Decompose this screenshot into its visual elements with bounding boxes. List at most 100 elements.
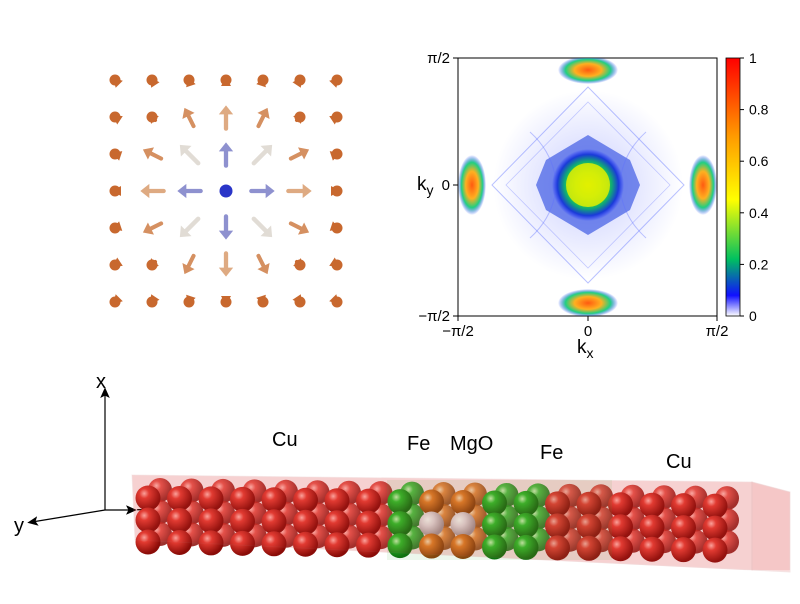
layer-label-mgo: MgO: [450, 433, 493, 455]
spin-arrow: [288, 221, 310, 235]
spin-core-dot: [219, 184, 233, 198]
atom-cu: [261, 487, 287, 513]
atom-cu: [545, 535, 570, 561]
spin-arrow: [331, 185, 343, 197]
atom-cu: [576, 491, 602, 517]
atom-mg: [419, 489, 444, 515]
atom-lattice: [135, 478, 739, 563]
atom-cu: [356, 510, 381, 536]
colorbar-tick-label: 1: [749, 50, 757, 66]
spin-arrow: [249, 183, 275, 199]
atom-fe: [387, 489, 413, 515]
spin-arrow: [329, 148, 343, 161]
spin-arrow: [140, 183, 166, 199]
spin-arrow: [256, 107, 270, 129]
spin-arrow: [329, 74, 343, 88]
atom-mg: [450, 534, 476, 559]
colorbar-tick-label: 0.8: [749, 102, 769, 118]
atom-cu: [639, 492, 665, 518]
spin-arrow: [146, 74, 160, 88]
spin-arrow: [109, 148, 123, 161]
spin-arrow: [256, 294, 269, 308]
colorbar-tick-label: 0.4: [749, 205, 769, 221]
spin-arrow: [218, 214, 234, 240]
atom-cu: [576, 535, 602, 561]
y-tick-min: −π/2: [418, 308, 450, 325]
spin-arrow: [251, 144, 273, 166]
atom-fe: [513, 490, 539, 516]
atom-cu: [167, 529, 192, 555]
atom-cu: [545, 513, 570, 539]
atom-cu: [356, 532, 381, 558]
spin-arrow: [218, 105, 234, 131]
spin-arrow: [179, 144, 201, 166]
atom-fe: [513, 512, 539, 538]
spin-arrow: [146, 258, 159, 271]
atom-cu: [702, 493, 728, 519]
y-axis-arrow: [27, 509, 106, 526]
x-tick-zero: 0: [584, 323, 592, 340]
atom-cu: [293, 487, 318, 513]
atom-mg: [450, 512, 476, 537]
colorbar-tick-label: 0.2: [749, 256, 769, 272]
spin-arrow: [329, 257, 343, 271]
atom-cu: [230, 530, 255, 556]
atom-cu: [230, 486, 255, 512]
atom-cu: [702, 537, 728, 563]
colorbar-tick-label: 0: [749, 308, 757, 324]
spin-arrow: [182, 107, 196, 129]
atom-cu: [608, 492, 633, 518]
atom-fe: [387, 533, 413, 559]
spin-arrow: [177, 183, 203, 199]
spin-texture-panel: [90, 55, 360, 325]
atom-cu: [639, 536, 665, 562]
spin-arrow: [329, 294, 343, 308]
y-tick-max: π/2: [427, 50, 450, 67]
atom-fe: [513, 534, 539, 560]
atom-cu: [293, 509, 318, 535]
atom-cu: [324, 510, 350, 536]
atom-cu: [671, 515, 696, 541]
atom-cu: [702, 515, 728, 541]
atom-mg: [450, 490, 476, 515]
atom-mg: [419, 533, 444, 559]
atom-mg: [419, 511, 444, 537]
atom-cu: [198, 508, 224, 534]
atom-cu: [356, 488, 381, 514]
colorbar: [725, 57, 741, 317]
spin-arrow: [142, 147, 164, 161]
atom-cu: [671, 493, 696, 519]
spin-arrow: [293, 111, 306, 124]
spin-arrow: [218, 142, 234, 168]
spin-arrow: [109, 257, 123, 271]
junction-panel: x y z Cu Fe MgO Fe Cu: [0, 360, 800, 599]
spin-arrow: [109, 111, 123, 125]
transmission-map: −π/2 0 π/2 π/2 0 −π/2 kx ky 1 0.8 0.6 0.4 0.…: [417, 50, 769, 361]
spin-arrow: [220, 74, 232, 86]
coordinate-axes: x y z: [14, 371, 146, 537]
barrier-region: [387, 480, 612, 560]
spin-arrow: [146, 294, 160, 308]
atom-fe: [482, 490, 507, 516]
atom-cu: [135, 485, 161, 511]
transmission-map-panel: −π/2 0 π/2 π/2 0 −π/2 kx ky 1 0.8 0.6 0.4 0.…: [400, 40, 800, 361]
spin-arrow: [109, 74, 123, 88]
atom-cu: [671, 537, 696, 563]
spin-arrow: [256, 74, 269, 88]
atom-cu: [198, 486, 224, 512]
layer-label-cu-left: Cu: [272, 429, 298, 451]
atom-cu: [261, 531, 287, 557]
spin-arrow: [218, 251, 234, 277]
layer-label-fe-right: Fe: [540, 442, 563, 464]
atom-cu: [198, 530, 224, 556]
layer-label-fe-left: Fe: [407, 433, 430, 455]
atom-cu: [576, 513, 602, 539]
y-axis-letter: y: [14, 515, 24, 537]
y-tick-zero: 0: [442, 177, 450, 194]
spin-arrow: [288, 147, 310, 161]
atom-fe: [482, 534, 507, 560]
colorbar-ticks: 1 0.8 0.6 0.4 0.2 0: [740, 50, 769, 324]
spin-arrow: [256, 253, 270, 275]
spin-arrow: [220, 296, 232, 308]
atom-fe: [482, 512, 507, 538]
